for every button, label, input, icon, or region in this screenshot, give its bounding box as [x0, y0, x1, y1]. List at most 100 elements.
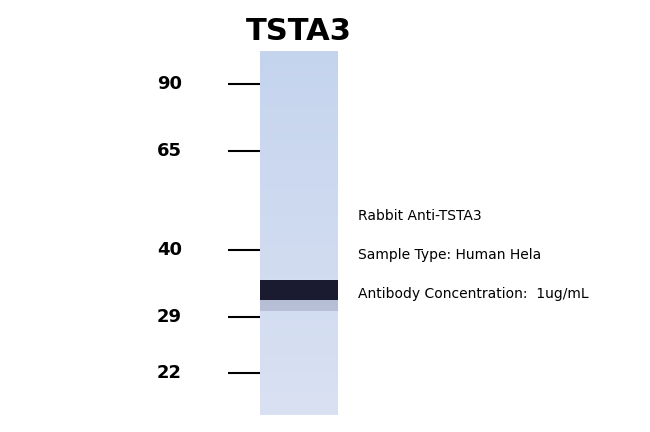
- Bar: [260, 175, 338, 178]
- Bar: [260, 310, 338, 313]
- Bar: [260, 279, 338, 282]
- Bar: [260, 371, 338, 374]
- Bar: [260, 136, 338, 139]
- Bar: [260, 73, 338, 76]
- Bar: [260, 400, 338, 403]
- Text: 40: 40: [157, 241, 182, 260]
- Bar: [260, 267, 338, 270]
- Bar: [260, 257, 338, 260]
- Bar: [260, 393, 338, 395]
- Bar: [260, 206, 338, 209]
- Bar: [260, 378, 338, 381]
- Bar: [260, 54, 338, 57]
- Bar: [260, 342, 338, 345]
- Bar: [260, 148, 338, 151]
- Bar: [260, 109, 338, 112]
- Bar: [260, 172, 338, 175]
- Bar: [260, 119, 338, 122]
- Bar: [260, 325, 338, 327]
- Bar: [260, 289, 338, 291]
- Bar: [260, 339, 338, 342]
- Bar: [260, 112, 338, 115]
- Bar: [260, 407, 338, 410]
- Bar: [260, 356, 338, 359]
- Bar: [260, 226, 338, 229]
- Bar: [260, 354, 338, 357]
- Bar: [260, 97, 338, 100]
- Bar: [260, 61, 338, 64]
- Bar: [260, 385, 338, 388]
- Bar: [260, 177, 338, 180]
- Bar: [260, 315, 338, 318]
- Bar: [260, 280, 338, 299]
- Bar: [260, 153, 338, 156]
- Bar: [260, 322, 338, 325]
- Bar: [260, 299, 338, 311]
- Bar: [260, 284, 338, 286]
- Bar: [260, 359, 338, 362]
- Bar: [260, 59, 338, 61]
- Bar: [260, 264, 338, 267]
- Bar: [260, 141, 338, 144]
- Bar: [260, 293, 338, 296]
- Bar: [260, 100, 338, 103]
- Bar: [260, 105, 338, 108]
- Text: 29: 29: [157, 308, 182, 326]
- Bar: [260, 189, 338, 192]
- Bar: [260, 327, 338, 330]
- Text: 65: 65: [157, 142, 182, 159]
- Bar: [260, 349, 338, 352]
- Bar: [260, 361, 338, 364]
- Bar: [260, 330, 338, 333]
- Text: TSTA3: TSTA3: [246, 17, 352, 46]
- Bar: [260, 221, 338, 224]
- Bar: [260, 95, 338, 98]
- Bar: [260, 76, 338, 79]
- Bar: [260, 199, 338, 202]
- Bar: [260, 373, 338, 376]
- Bar: [260, 250, 338, 253]
- Bar: [260, 223, 338, 226]
- Bar: [260, 197, 338, 200]
- Bar: [260, 117, 338, 120]
- Bar: [260, 80, 338, 83]
- Bar: [260, 262, 338, 265]
- Bar: [260, 156, 338, 158]
- Bar: [260, 238, 338, 241]
- Bar: [260, 405, 338, 407]
- Bar: [260, 64, 338, 67]
- Bar: [260, 286, 338, 289]
- Bar: [260, 146, 338, 149]
- Bar: [260, 337, 338, 340]
- Bar: [260, 129, 338, 132]
- Bar: [260, 272, 338, 274]
- Bar: [260, 230, 338, 233]
- Bar: [260, 313, 338, 315]
- Bar: [260, 180, 338, 182]
- Bar: [260, 163, 338, 165]
- Bar: [260, 334, 338, 337]
- Bar: [260, 216, 338, 219]
- Bar: [260, 187, 338, 190]
- Bar: [260, 184, 338, 187]
- Bar: [260, 301, 338, 303]
- Bar: [260, 56, 338, 59]
- Bar: [260, 381, 338, 383]
- Bar: [260, 366, 338, 369]
- Bar: [260, 71, 338, 73]
- Bar: [260, 139, 338, 141]
- Bar: [260, 51, 338, 54]
- Bar: [260, 260, 338, 262]
- Bar: [260, 240, 338, 243]
- Bar: [260, 85, 338, 88]
- Bar: [260, 228, 338, 231]
- Bar: [260, 121, 338, 124]
- Bar: [260, 211, 338, 214]
- Bar: [260, 204, 338, 206]
- Text: Antibody Concentration:  1ug/mL: Antibody Concentration: 1ug/mL: [358, 287, 588, 301]
- Bar: [260, 170, 338, 173]
- Bar: [260, 66, 338, 69]
- Bar: [260, 131, 338, 134]
- Bar: [260, 344, 338, 347]
- Bar: [260, 182, 338, 185]
